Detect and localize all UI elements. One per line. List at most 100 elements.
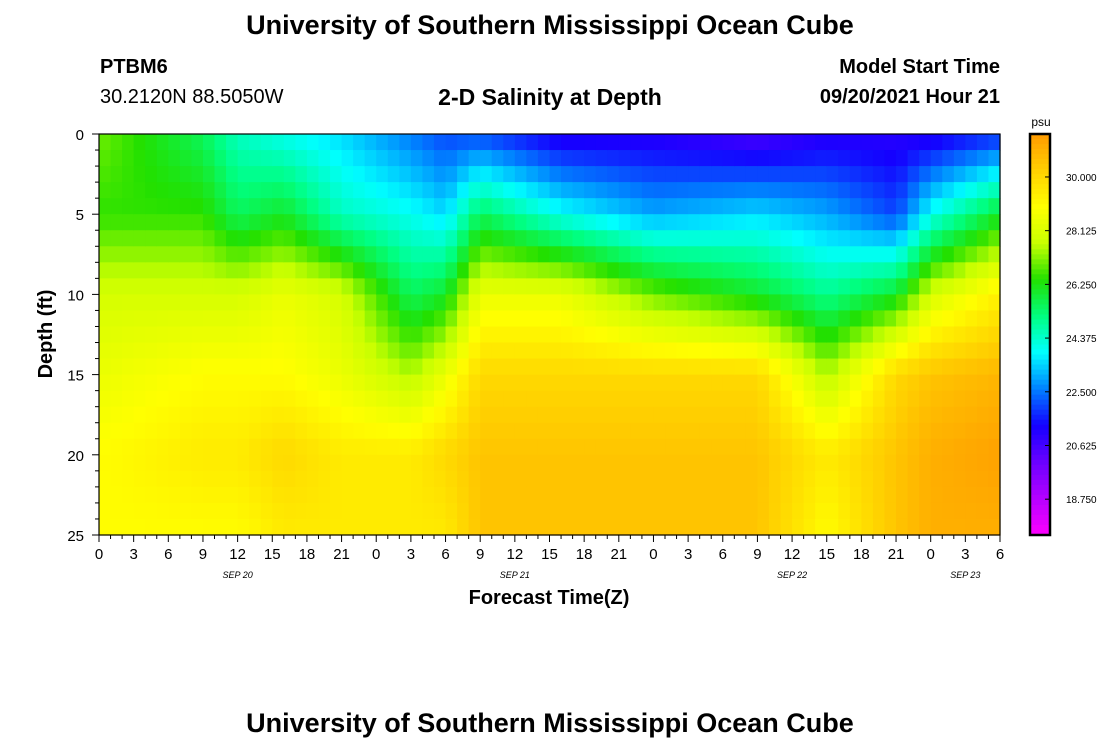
heatmap-cell — [768, 502, 782, 520]
heatmap-cell — [953, 454, 966, 472]
heatmap-cell — [422, 166, 435, 183]
heatmap-cell — [699, 518, 712, 536]
heatmap-cell — [491, 422, 504, 440]
heatmap-cell — [226, 374, 239, 392]
heatmap-cell — [618, 502, 631, 520]
heatmap-cell — [249, 454, 262, 472]
model-start-label: Model Start Time — [839, 56, 1000, 78]
heatmap-cell — [399, 358, 412, 376]
heatmap-cell — [572, 486, 585, 504]
heatmap-cell — [907, 342, 920, 360]
heatmap-cell — [630, 294, 643, 312]
heatmap-cell — [99, 518, 112, 536]
heatmap-cell — [133, 374, 146, 392]
heatmap-cell — [156, 150, 169, 167]
heatmap-cell — [410, 214, 424, 231]
heatmap-cell — [688, 486, 701, 504]
heatmap-cell — [410, 422, 424, 440]
heatmap-cell — [168, 486, 181, 504]
heatmap-cell — [179, 150, 193, 167]
heatmap-cell — [803, 262, 816, 279]
heatmap-cell — [214, 406, 227, 424]
heatmap-cell — [872, 422, 886, 440]
heatmap-cell — [145, 438, 158, 456]
heatmap-cell — [156, 406, 169, 424]
heatmap-cell — [226, 390, 239, 408]
heatmap-cell — [330, 390, 343, 408]
heatmap-cell — [688, 134, 701, 151]
heatmap-cell — [387, 246, 400, 263]
colorbar-segment — [1030, 314, 1050, 321]
heatmap-cell — [803, 342, 816, 360]
heatmap-cell — [826, 230, 839, 247]
heatmap-cell — [537, 246, 551, 263]
colorbar-segment — [1030, 254, 1050, 260]
heatmap-cell — [364, 166, 377, 183]
x-tick-label: 6 — [164, 546, 172, 563]
heatmap-cell — [399, 390, 412, 408]
heatmap-cell — [630, 470, 643, 488]
heatmap-cell — [780, 438, 793, 456]
heatmap-cell — [122, 262, 135, 279]
heatmap-cell — [792, 214, 805, 231]
heatmap-cell — [942, 214, 955, 231]
heatmap-cell — [815, 230, 828, 247]
heatmap-cell — [572, 198, 585, 215]
heatmap-cell — [711, 406, 724, 424]
heatmap-cell — [491, 246, 504, 263]
heatmap-cell — [179, 326, 193, 344]
heatmap-cell — [156, 486, 169, 504]
heatmap-cell — [145, 262, 158, 279]
heatmap-cell — [249, 502, 262, 520]
heatmap-cell — [930, 342, 943, 360]
heatmap-cell — [537, 454, 551, 472]
heatmap-cell — [457, 438, 470, 456]
heatmap-cell — [942, 486, 955, 504]
heatmap-cell — [110, 358, 123, 376]
heatmap-cell — [376, 278, 389, 295]
heatmap-cell — [191, 134, 204, 151]
heatmap-cell — [849, 294, 862, 312]
heatmap-cell — [965, 486, 978, 504]
heatmap-cell — [364, 294, 377, 312]
heatmap-cell — [745, 198, 759, 215]
heatmap-cell — [815, 518, 828, 536]
heatmap-cell — [826, 358, 839, 376]
heatmap-cell — [826, 310, 839, 328]
heatmap-cell — [272, 166, 285, 183]
heatmap-cell — [665, 294, 678, 312]
heatmap-cell — [318, 214, 331, 231]
heatmap-cell — [699, 294, 712, 312]
heatmap-cell — [214, 182, 227, 199]
heatmap-cell — [468, 390, 481, 408]
heatmap-cell — [202, 422, 216, 440]
heatmap-cell — [433, 310, 447, 328]
heatmap-cell — [249, 150, 262, 167]
heatmap-cell — [399, 134, 412, 151]
heatmap-cell — [168, 262, 181, 279]
heatmap-cell — [237, 342, 250, 360]
heatmap-cell — [965, 278, 978, 295]
heatmap-cell — [549, 310, 562, 328]
heatmap-cell — [480, 502, 493, 520]
heatmap-cell — [930, 470, 943, 488]
colorbar-segment — [1030, 174, 1050, 180]
heatmap-cell — [676, 358, 689, 376]
heatmap-cell — [387, 326, 400, 344]
heatmap-cell — [884, 262, 897, 279]
heatmap-cell — [260, 502, 273, 520]
heatmap-cell — [503, 246, 516, 263]
heatmap-cell — [145, 406, 158, 424]
heatmap-cell — [526, 294, 539, 312]
heatmap-cell — [722, 342, 735, 360]
heatmap-cell — [457, 342, 470, 360]
heatmap-cell — [976, 262, 990, 279]
heatmap-cell — [260, 406, 273, 424]
heatmap-cell — [306, 406, 320, 424]
heatmap-cell — [907, 390, 920, 408]
heatmap-cell — [260, 214, 273, 231]
heatmap-cell — [156, 374, 169, 392]
heatmap-cell — [861, 486, 874, 504]
heatmap-cell — [249, 262, 262, 279]
heatmap-cell — [919, 214, 932, 231]
